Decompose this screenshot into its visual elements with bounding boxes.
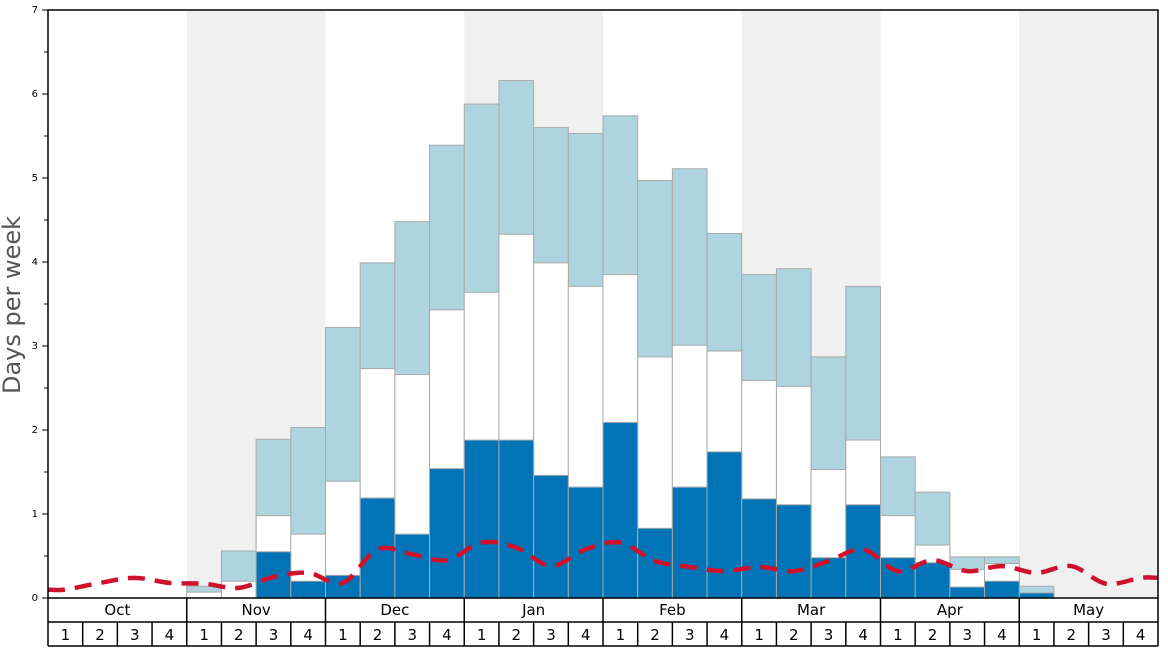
bar-series0-10 [394, 533, 431, 599]
bar-series1-4 [186, 591, 222, 599]
month-label-dec: Dec [380, 601, 409, 619]
week-label: 1 [754, 626, 764, 644]
y-tick-label: 1 [32, 509, 38, 520]
week-label: 1 [616, 626, 626, 644]
bar-series0-27 [984, 580, 1020, 599]
bar-series0-24 [880, 557, 916, 599]
bars [186, 80, 1055, 599]
week-label: 3 [130, 626, 140, 644]
week-label: 4 [442, 626, 452, 644]
trend-line [48, 539, 1158, 593]
week-label: 1 [477, 626, 487, 644]
month-label-mar: Mar [797, 601, 826, 619]
bar-series0-25 [914, 562, 951, 599]
bar-series0-26 [949, 586, 986, 599]
bar-series0-13 [498, 439, 535, 599]
week-label: 1 [1032, 626, 1042, 644]
month-label-nov: Nov [241, 601, 270, 619]
week-label: 3 [685, 626, 695, 644]
y-tick-label: 7 [32, 5, 38, 16]
bar-series0-28 [1018, 592, 1055, 599]
week-label: 3 [1101, 626, 1111, 644]
week-label: 4 [997, 626, 1007, 644]
bar-series0-21 [775, 504, 812, 599]
month-band-may [1019, 10, 1158, 598]
week-label: 2 [650, 626, 660, 644]
month-label-apr: Apr [937, 601, 964, 619]
bar-series0-18 [671, 486, 708, 599]
y-tick-label: 0 [32, 593, 38, 604]
week-label: 2 [234, 626, 244, 644]
week-label: 3 [407, 626, 417, 644]
week-label: 4 [581, 626, 591, 644]
week-label: 3 [269, 626, 279, 644]
month-label-oct: Oct [104, 601, 130, 619]
week-label: 4 [303, 626, 313, 644]
bar-series0-20 [741, 498, 777, 599]
week-label: 4 [1136, 626, 1146, 644]
bar-series0-16 [602, 421, 639, 599]
y-axis-label: Days per week [0, 216, 26, 394]
y-tick-label: 2 [32, 425, 38, 436]
y-tick-label: 6 [32, 89, 38, 100]
week-label: 1 [338, 626, 348, 644]
y-tick-label: 4 [32, 257, 38, 268]
week-label: 2 [1067, 626, 1077, 644]
week-label: 2 [95, 626, 105, 644]
bar-series0-8 [325, 574, 361, 599]
week-label: 4 [165, 626, 175, 644]
week-label: 2 [373, 626, 383, 644]
bar-series0-15 [567, 486, 604, 599]
bar-series0-19 [706, 451, 743, 599]
week-label: 2 [512, 626, 522, 644]
week-label: 4 [858, 626, 868, 644]
week-label: 1 [61, 626, 71, 644]
trend-line-layer [48, 539, 1158, 593]
bar-series0-14 [533, 474, 569, 599]
bar-series0-7 [290, 580, 326, 599]
week-label: 2 [789, 626, 799, 644]
week-label: 4 [720, 626, 730, 644]
week-label: 1 [199, 626, 209, 644]
bar-series0-12 [463, 439, 500, 599]
week-label: 1 [893, 626, 903, 644]
y-tick-label: 3 [32, 341, 38, 352]
x-axis: Oct Nov Dec Jan Feb Mar Apr May 1 2 3 4 1 2 3 4 1 2 3 4 1 2 3 4… [47, 598, 1159, 647]
week-label: 3 [962, 626, 972, 644]
week-label: 3 [824, 626, 834, 644]
month-label-jan: Jan [521, 601, 545, 619]
y-tick-label: 5 [32, 173, 38, 184]
month-label-may: May [1073, 601, 1104, 619]
week-label: 3 [546, 626, 556, 644]
y-axis: 0 1 2 3 4 5 6 7 [32, 5, 48, 604]
week-label: 2 [928, 626, 938, 644]
bar-series0-11 [429, 468, 465, 599]
month-label-feb: Feb [659, 601, 686, 619]
